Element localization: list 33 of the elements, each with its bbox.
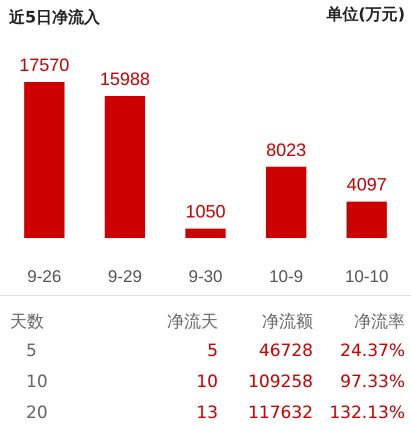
text: 24.37% [340,341,405,361]
text: 净流额 [262,311,313,333]
text: 10 [196,372,218,392]
text: 5 [207,341,218,361]
text: 97.33% [340,372,405,392]
text: 132.13% [329,403,405,423]
data-label: 8023 [266,140,306,160]
text: 46728 [258,341,313,361]
bar [266,166,306,238]
data-label: 17570 [19,55,70,75]
x-tick-label: 10-9 [269,267,304,286]
bar [24,82,64,238]
bar [185,228,226,238]
text: 20 [26,403,48,423]
text: 117632 [248,403,313,423]
data-label: 15988 [100,69,150,90]
text: 10 [26,372,48,392]
text: 净流天 [167,311,218,333]
text: 5 [26,341,37,361]
text: 天数 [10,311,44,333]
bar [104,96,146,238]
text: 单位(万元) [325,4,405,24]
text: 109258 [248,372,313,392]
chart-title: 近5日净流入 [8,8,102,26]
x-tick-label: 9-30 [188,267,223,286]
data-label: 1050 [185,202,226,222]
text: 13 [196,403,218,423]
x-tick-label: 9-26 [27,267,62,286]
x-tick-label: 10-10 [344,267,388,286]
bar [346,202,387,238]
text: 净流率 [354,311,405,333]
data-label: 4097 [346,174,387,195]
x-tick-label: 9-29 [108,267,142,286]
